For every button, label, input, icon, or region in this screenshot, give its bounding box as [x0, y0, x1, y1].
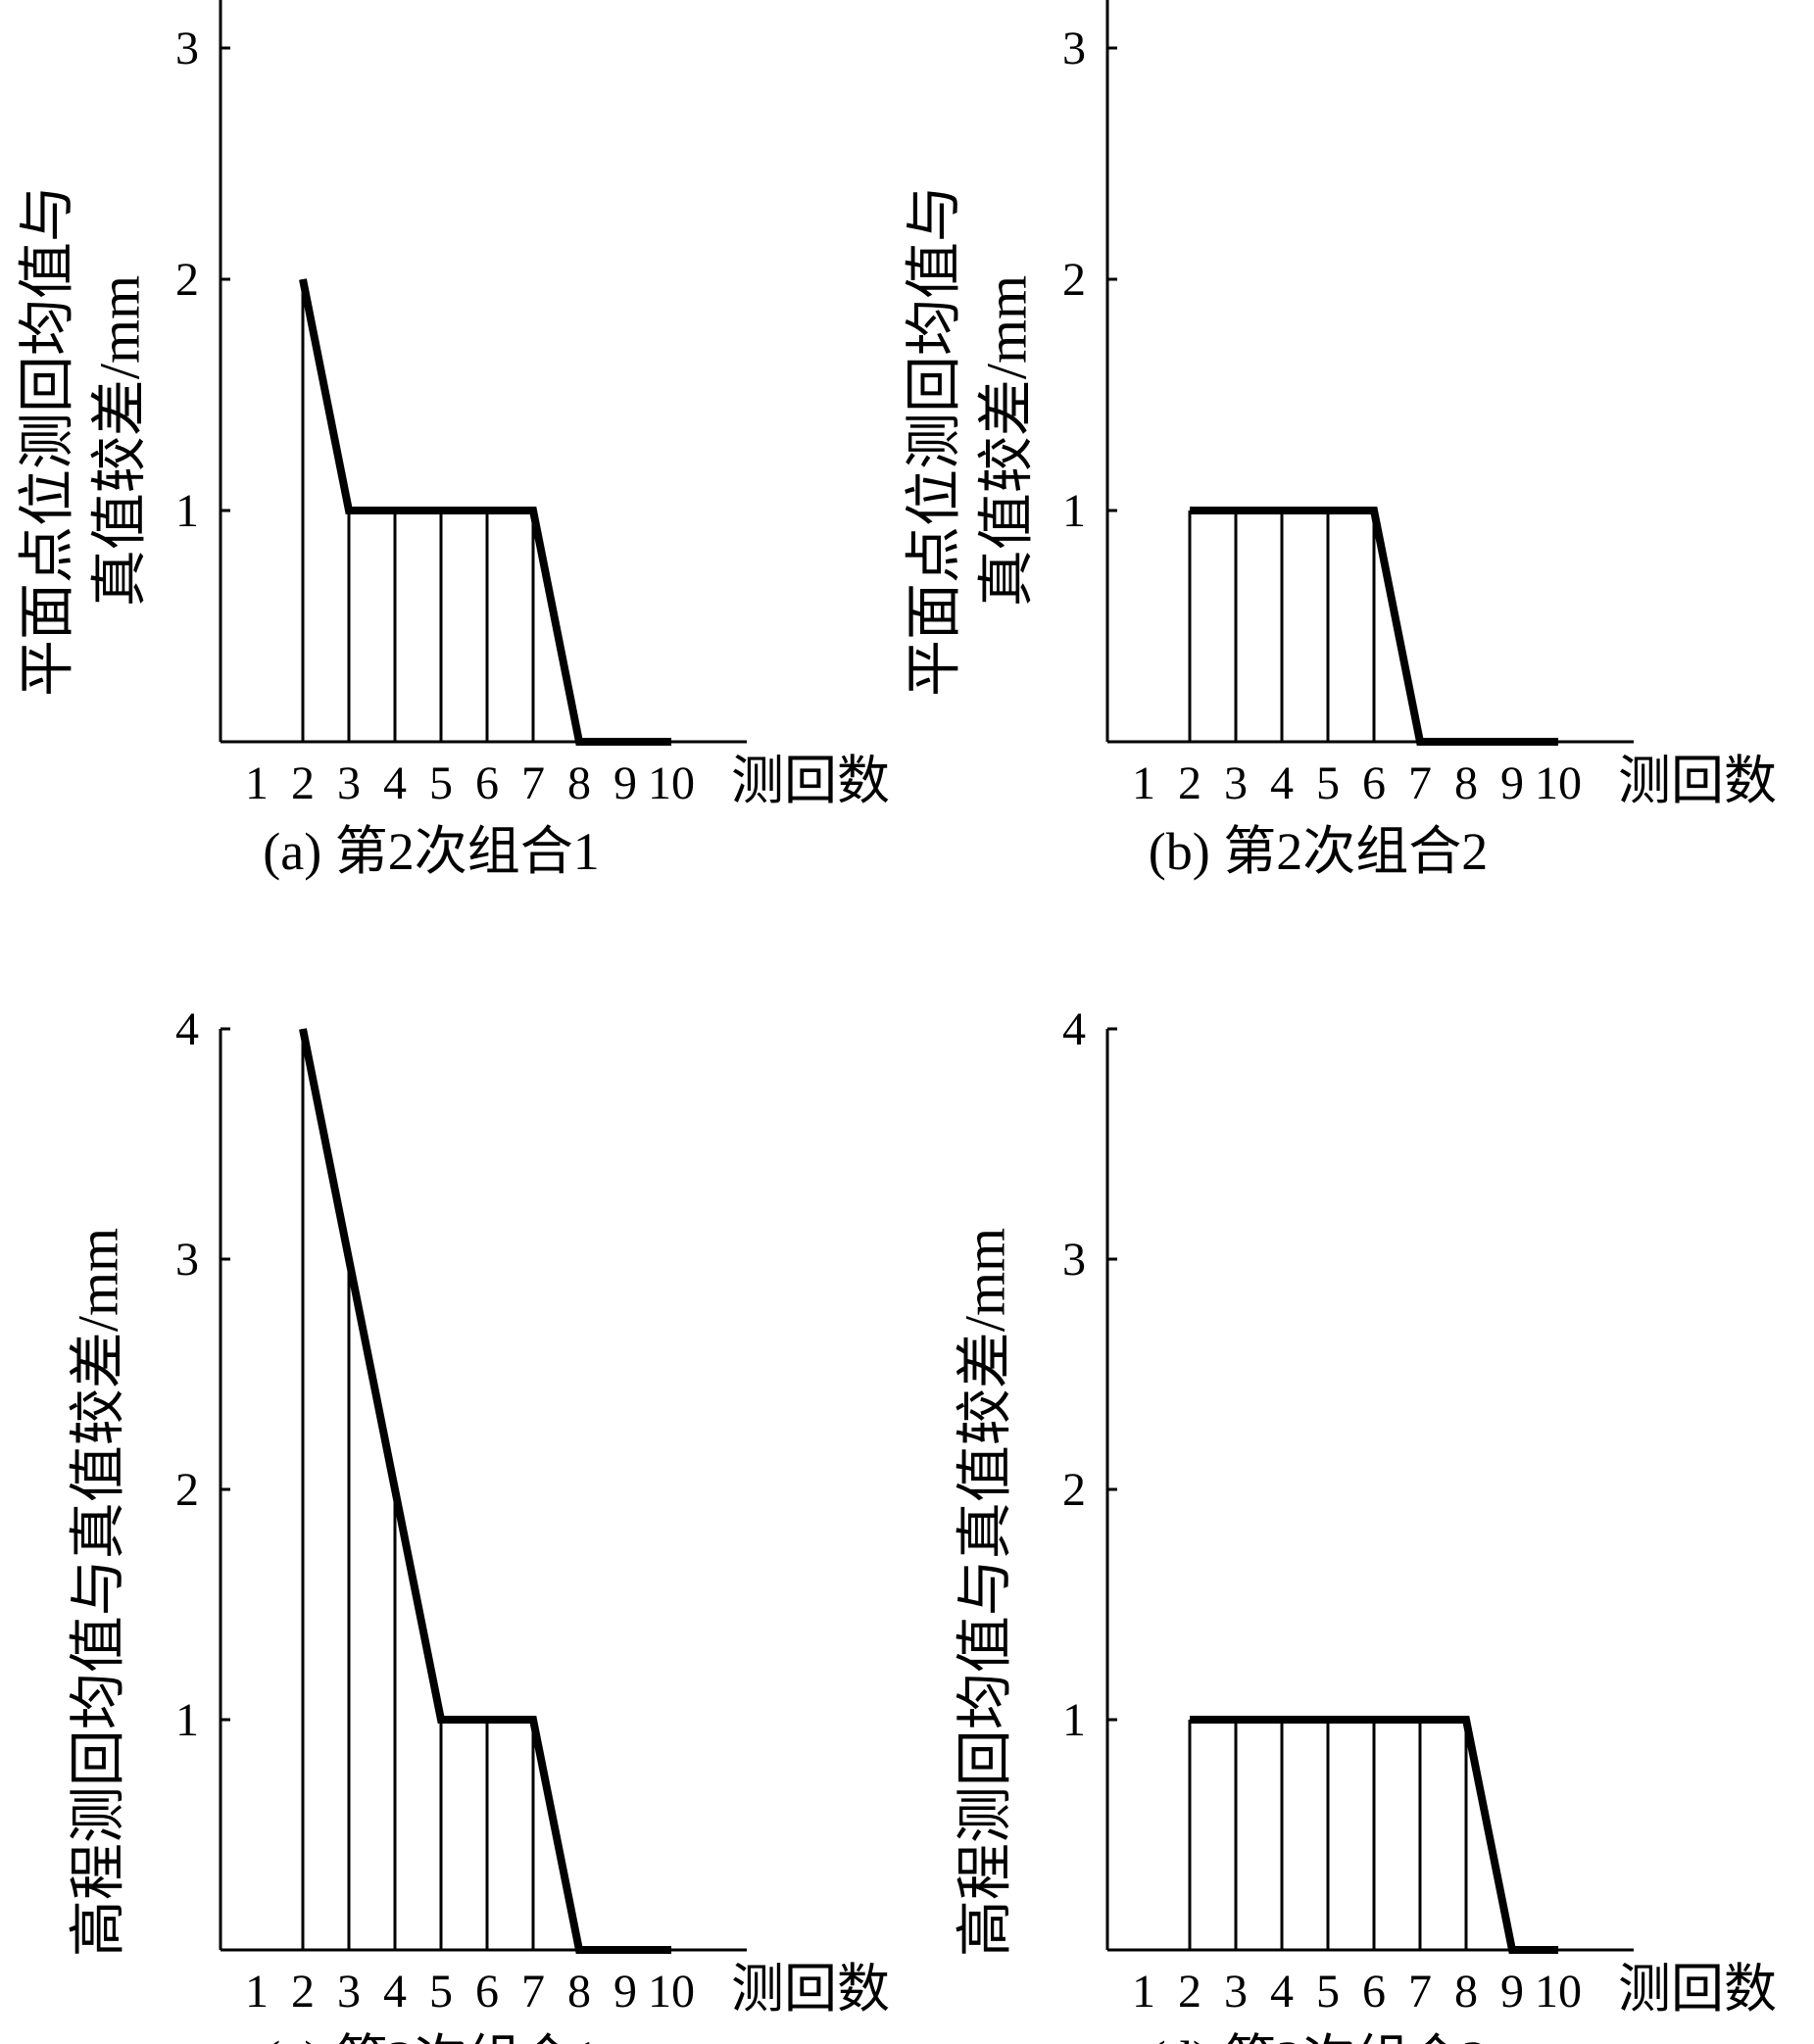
x-tick-label: 7 [521, 1966, 545, 2018]
x-tick-label: 4 [1270, 1966, 1294, 2018]
chart-caption: (c) 第2次组合1 [263, 2030, 599, 2044]
x-axis-title: 测回数 [731, 1960, 890, 2019]
y-tick-label: 4 [1062, 1003, 1086, 1055]
y-tick-label: 3 [1062, 23, 1086, 74]
y-axis-title-line: 高程测回均值与真值较差/mm [67, 1228, 130, 1957]
x-tick-label: 9 [1500, 1966, 1524, 2018]
y-tick-label: 1 [175, 485, 199, 537]
x-tick-label: 2 [291, 757, 315, 809]
x-tick-label: 2 [1178, 757, 1201, 809]
x-tick-label: 9 [1500, 757, 1524, 809]
x-tick-label: 3 [1224, 757, 1248, 809]
x-tick-label: 6 [475, 1966, 499, 2018]
x-tick-label: 10 [1535, 757, 1582, 809]
chart-caption: (d) 第2次组合2 [1149, 2030, 1488, 2044]
chart-panel-b: 1 2 3 1 2 3 4 5 6 7 8 9 10 测回数 平面点位测回均值与 真值较差/mm (b) 第2次… [887, 0, 1793, 1019]
y-tick-label: 1 [1062, 1694, 1086, 1746]
x-axis-title: 测回数 [731, 752, 890, 810]
chart-caption: (a) 第2次组合1 [263, 822, 599, 881]
x-tick-label: 3 [337, 1966, 361, 2018]
y-tick-label: 4 [175, 1003, 199, 1055]
x-tick-label: 3 [1224, 1966, 1248, 2018]
x-tick-label: 1 [1132, 757, 1155, 809]
x-tick-label: 9 [613, 757, 637, 809]
x-tick-label: 8 [1454, 757, 1478, 809]
x-tick-label: 4 [1270, 757, 1294, 809]
x-tick-label: 2 [1178, 1966, 1201, 2018]
y-tick-label: 2 [1062, 1464, 1086, 1516]
y-axis-title-line: 高程测回均值与真值较差/mm [954, 1228, 1017, 1957]
x-tick-label: 6 [475, 757, 499, 809]
y-axis-title-line: 真值较差/mm [975, 275, 1039, 607]
x-tick-label: 6 [1362, 757, 1386, 809]
x-tick-label: 5 [1316, 1966, 1340, 2018]
y-tick-label: 3 [1062, 1234, 1086, 1286]
x-tick-label: 8 [567, 757, 591, 809]
x-tick-label: 5 [429, 1966, 453, 2018]
x-tick-label: 1 [245, 1966, 269, 2018]
x-tick-label: 4 [383, 1966, 407, 2018]
x-tick-label: 6 [1362, 1966, 1386, 2018]
x-tick-label: 10 [648, 757, 695, 809]
x-tick-label: 10 [648, 1966, 695, 2018]
x-axis-title: 测回数 [1618, 752, 1777, 810]
x-tick-label: 1 [245, 757, 269, 809]
y-tick-label: 3 [175, 1234, 199, 1286]
y-tick-label: 2 [1062, 254, 1086, 306]
y-axis-title-line: 平面点位测回均值与 [903, 185, 966, 697]
x-tick-label: 3 [337, 757, 361, 809]
x-tick-label: 8 [1454, 1966, 1478, 2018]
x-tick-label: 9 [613, 1966, 637, 2018]
x-tick-label: 1 [1132, 1966, 1155, 2018]
x-tick-label: 8 [567, 1966, 591, 2018]
x-tick-label: 7 [1408, 1966, 1432, 2018]
x-tick-label: 7 [521, 757, 545, 809]
x-tick-label: 10 [1535, 1966, 1582, 2018]
x-tick-label: 2 [291, 1966, 315, 2018]
x-tick-label: 5 [429, 757, 453, 809]
x-tick-label: 7 [1408, 757, 1432, 809]
y-tick-label: 2 [175, 254, 199, 306]
chart-caption: (b) 第2次组合2 [1149, 822, 1488, 881]
x-axis-title: 测回数 [1618, 1960, 1777, 2019]
chart-panel-a: 1 2 3 1 2 3 4 5 6 7 8 9 10 测回数 平面点位测回均值与 真值较差/mm (a) 第2次… [0, 0, 907, 1019]
x-tick-label: 4 [383, 757, 407, 809]
y-axis-title-line: 真值较差/mm [88, 275, 152, 607]
x-tick-label: 5 [1316, 757, 1340, 809]
y-tick-label: 3 [175, 23, 199, 74]
y-tick-label: 1 [175, 1694, 199, 1746]
y-axis-title-line: 平面点位测回均值与 [16, 185, 79, 697]
y-tick-label: 1 [1062, 485, 1086, 537]
y-tick-label: 2 [175, 1464, 199, 1516]
